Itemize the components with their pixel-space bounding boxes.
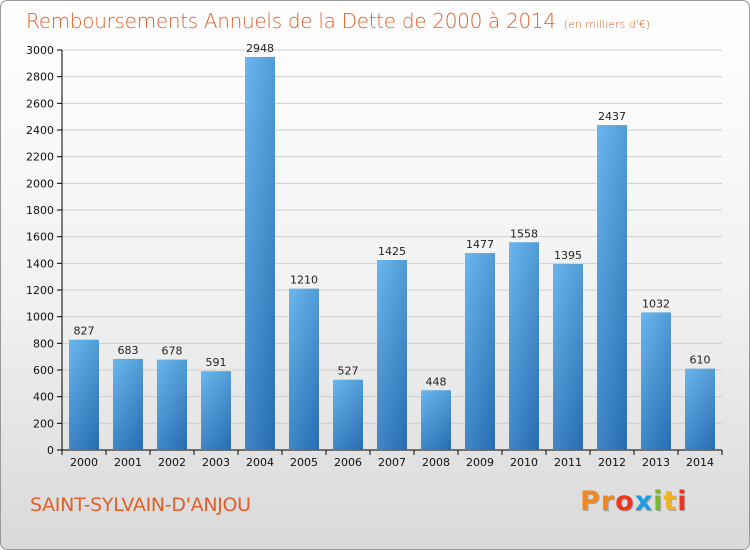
label-layer: 2000 827 2001 683 2002 678 2003 591 2004 2948 2005… [70, 42, 714, 469]
bar-sheen [597, 125, 627, 451]
x-tick-label: 2009 [466, 456, 494, 469]
bar-sheen [157, 359, 187, 450]
y-tick-label: 2200 [26, 151, 54, 164]
y-tick-label: 2000 [26, 177, 54, 190]
bar-sheen [465, 253, 495, 450]
y-tick-label: 2600 [26, 97, 54, 110]
data-label: 1395 [554, 249, 582, 262]
bar-sheen [289, 288, 319, 450]
data-label: 1210 [290, 274, 318, 287]
data-label: 1425 [378, 245, 406, 258]
data-label: 2948 [246, 42, 274, 55]
x-tick-label: 2001 [114, 456, 142, 469]
y-tick-label: 1800 [26, 204, 54, 217]
y-tick-label: 400 [33, 391, 54, 404]
x-tick-label: 2008 [422, 456, 450, 469]
x-tick-label: 2014 [686, 456, 714, 469]
bar-sheen [509, 242, 539, 450]
data-label: 2437 [598, 110, 626, 123]
x-tick-label: 2013 [642, 456, 670, 469]
chart-subtitle: (en milliers d'€) [563, 18, 651, 31]
y-tick-label: 2400 [26, 124, 54, 137]
x-tick-label: 2011 [554, 456, 582, 469]
logo-letter: i [653, 486, 664, 517]
data-label: 448 [426, 375, 447, 388]
x-tick-label: 2010 [510, 456, 538, 469]
y-tick-label: 3000 [26, 44, 54, 57]
bar-sheen [685, 368, 715, 450]
proxiti-logo: Proxiti [580, 486, 688, 517]
bar-sheen [245, 56, 275, 450]
x-tick-label: 2004 [246, 456, 274, 469]
data-label: 827 [74, 325, 95, 338]
x-tick-label: 2007 [378, 456, 406, 469]
y-tick-label: 800 [33, 337, 54, 350]
x-tick-label: 2012 [598, 456, 626, 469]
data-label: 678 [162, 345, 183, 358]
bar-sheen [421, 390, 451, 450]
y-tick-label: 1600 [26, 231, 54, 244]
data-label: 1032 [642, 297, 670, 310]
data-label: 610 [690, 354, 711, 367]
x-tick-label: 2005 [290, 456, 318, 469]
y-tick-label: 600 [33, 364, 54, 377]
bar-sheen [69, 339, 99, 450]
bar-sheen [333, 379, 363, 450]
data-label: 527 [338, 365, 359, 378]
chart-title-text: Remboursements Annuels de la Dette de 20… [26, 9, 556, 33]
y-tick-label: 1000 [26, 311, 54, 324]
data-label: 1477 [466, 238, 494, 251]
y-tick-label: 0 [47, 444, 54, 457]
bar-sheen [201, 371, 231, 450]
data-label: 1558 [510, 227, 538, 240]
x-tick-label: 2002 [158, 456, 186, 469]
chart-title: Remboursements Annuels de la Dette de 20… [26, 9, 650, 33]
axis-layer: 0 200 400 600 800 1000 1200 1400 1600 1800 2000 220… [26, 44, 723, 457]
logo-letter: P [580, 486, 601, 517]
x-tick-label: 2003 [202, 456, 230, 469]
logo-letter: i [677, 486, 688, 517]
data-label: 591 [206, 356, 227, 369]
commune-name: SAINT-SYLVAIN-D'ANJOU [30, 494, 251, 516]
logo-letter: r [600, 486, 616, 517]
logo-letter: t [663, 486, 678, 517]
bar-layer [69, 56, 715, 451]
bar-sheen [553, 264, 583, 450]
x-tick-label: 2006 [334, 456, 362, 469]
logo-letter: o [615, 486, 635, 517]
x-tick-label: 2000 [70, 456, 98, 469]
y-tick-label: 1400 [26, 257, 54, 270]
logo-letter: x [634, 486, 654, 517]
bar-sheen [113, 358, 143, 450]
bar-sheen [377, 260, 407, 450]
bar-sheen [641, 312, 671, 450]
y-tick-label: 200 [33, 417, 54, 430]
y-tick-label: 1200 [26, 284, 54, 297]
data-label: 683 [118, 344, 139, 357]
y-tick-label: 2800 [26, 71, 54, 84]
